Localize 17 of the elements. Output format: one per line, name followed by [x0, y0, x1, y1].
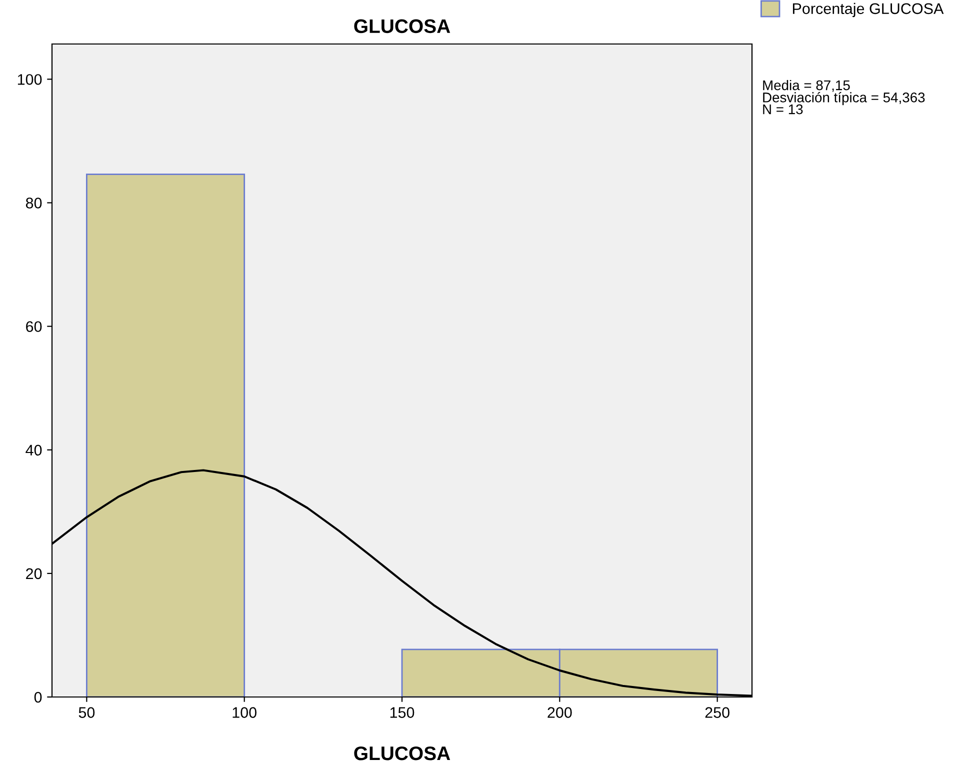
x-axis-title: GLUCOSA	[354, 746, 450, 760]
y-tick-label: 80	[26, 198, 42, 208]
chart-title: GLUCOSA	[354, 19, 450, 34]
y-tick-label: 20	[26, 568, 42, 580]
text: N = 13	[763, 104, 803, 114]
y-tick-label: 100	[18, 74, 42, 85]
y-tick-label: 0	[34, 692, 42, 703]
y-tick-label: 60	[26, 321, 42, 332]
text: Media = 87,15	[763, 80, 850, 92]
x-tick-label: 150	[390, 707, 414, 718]
x-tick-label: 100	[232, 707, 256, 718]
x-tick-label: 50	[78, 707, 95, 718]
x-tick-label: 250	[705, 707, 730, 718]
x-tick-label: 200	[548, 707, 572, 718]
text: Desviación típica = 54,363	[763, 92, 925, 106]
y-tick-label: 40	[26, 444, 42, 456]
legend-label: Porcentaje GLUCOSA	[792, 2, 944, 18]
